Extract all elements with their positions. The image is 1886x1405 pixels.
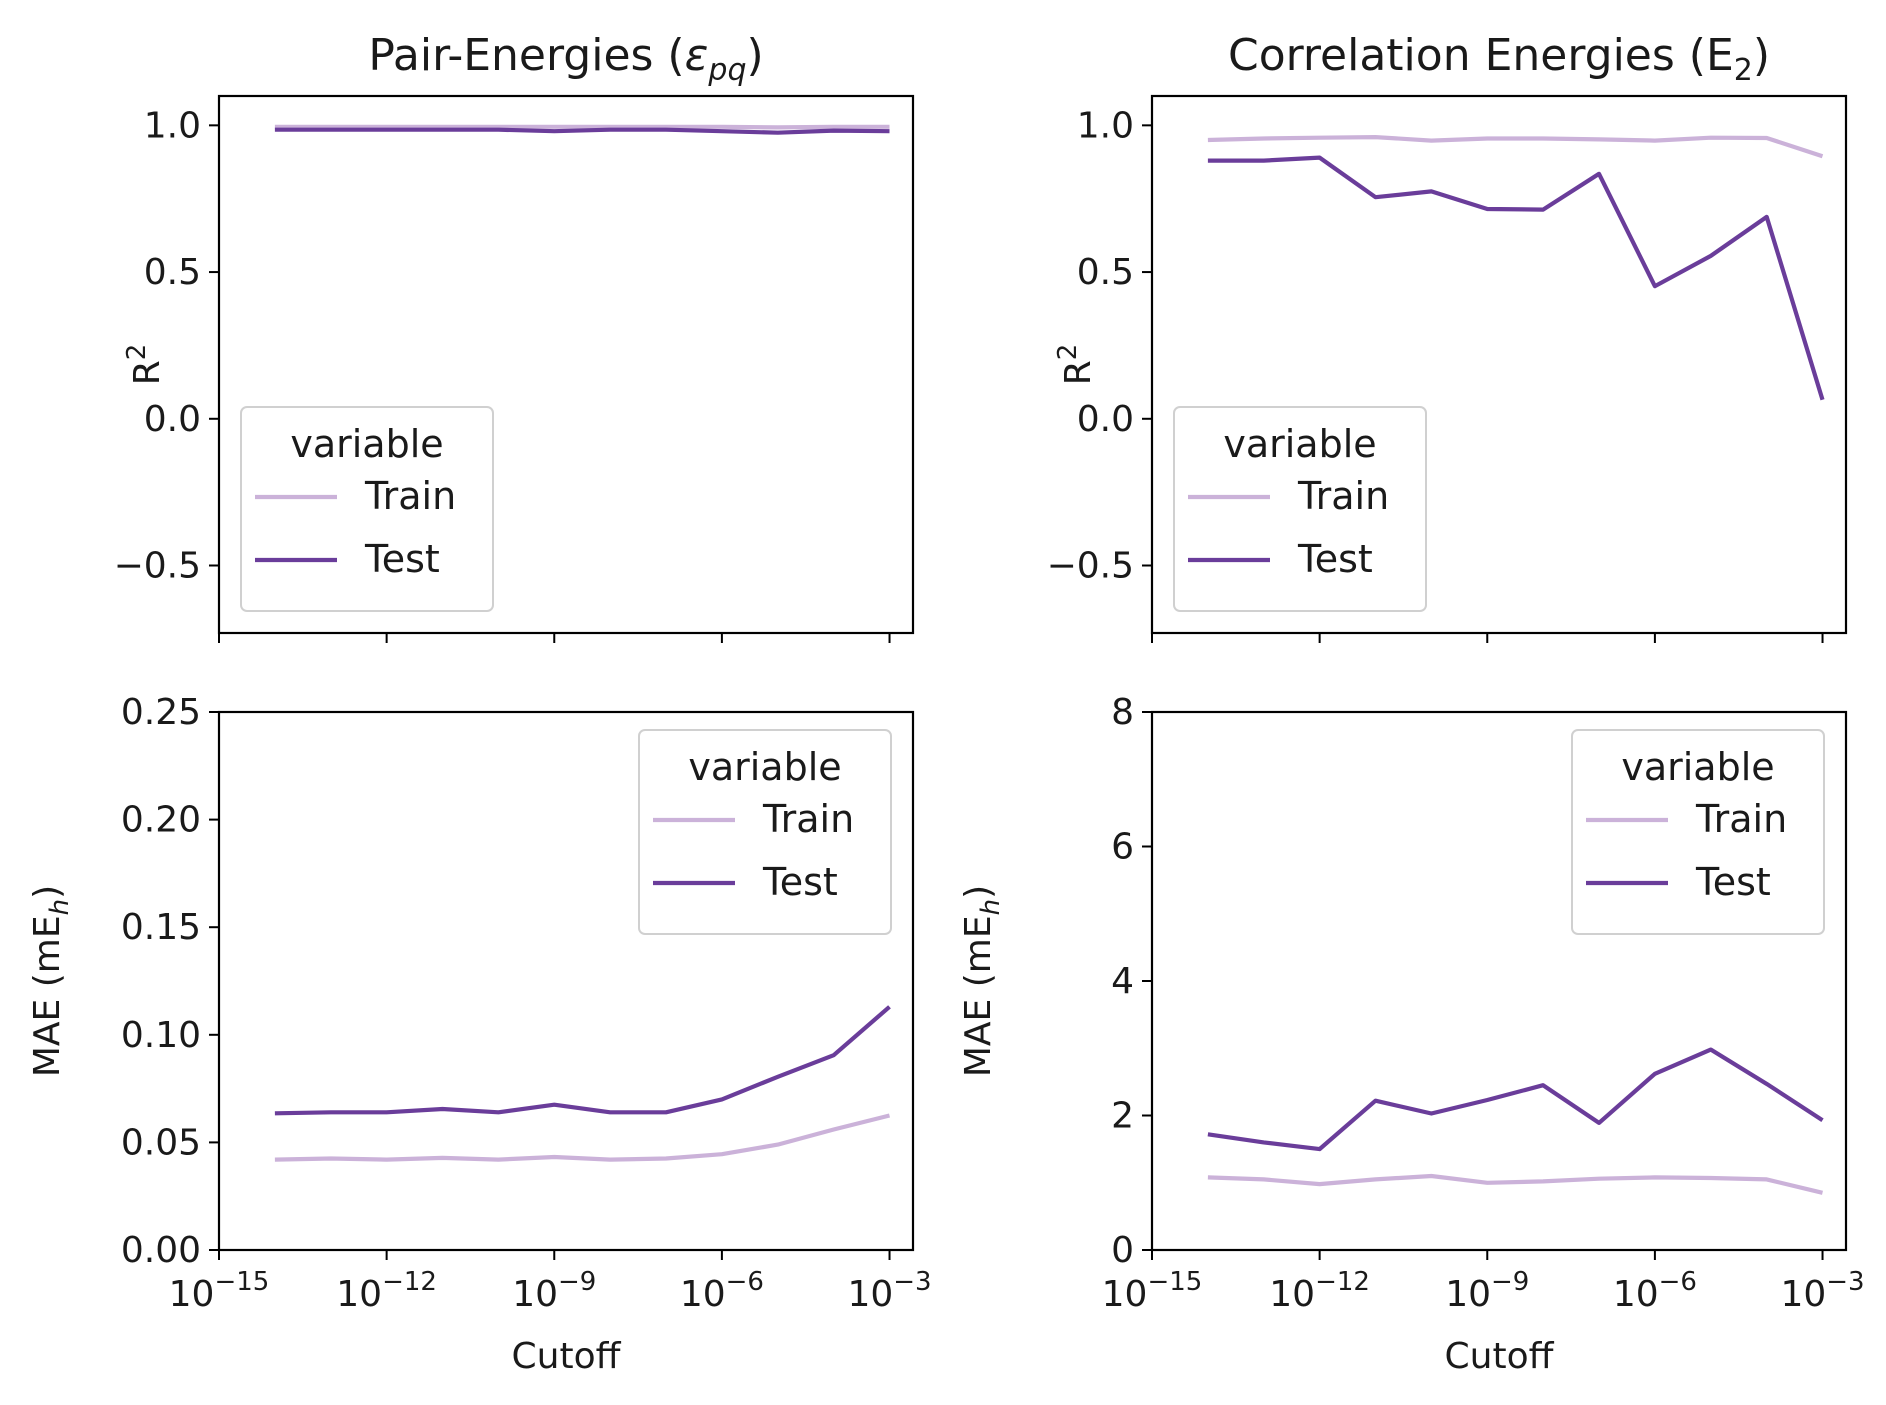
- x-axis-label: Cutoff: [512, 1336, 622, 1377]
- series-line-train: [1207, 1173, 1823, 1195]
- x-tick-label: 10−9: [1445, 1267, 1529, 1315]
- panel-pair-energies-r2: −0.5 0.0 0.5 1.0 Pair-Energies (εpq) R2 variab…: [114, 30, 915, 643]
- legend-title: variable: [1621, 745, 1774, 789]
- y-axis-label: MAE (mEh): [27, 885, 75, 1077]
- axes-frame: [1150, 94, 1848, 635]
- x-tick-label: 10−12: [336, 1267, 437, 1315]
- panel-correlation-energies-r2: −0.5 0.0 0.5 1.0 Correlation Energies (E2) R2…: [1047, 30, 1848, 643]
- legend-title: variable: [290, 422, 443, 466]
- x-tick-label: 10−3: [1780, 1267, 1864, 1315]
- legend-label-test: Test: [364, 537, 440, 581]
- legend: variable Train Test: [638, 729, 892, 935]
- legend: variable Train Test: [1571, 729, 1825, 935]
- axes-frame: [217, 710, 915, 1252]
- x-tick-label: 10−12: [1269, 1267, 1370, 1315]
- series-line-train: [1207, 135, 1824, 159]
- y-axis-label: R2: [1053, 344, 1099, 386]
- legend: variable Train Test: [1173, 406, 1427, 612]
- series-line-test: [1207, 1047, 1824, 1152]
- y-tick-label: 0.5: [144, 252, 201, 293]
- y-tick-label: 2: [1111, 1096, 1134, 1137]
- x-tick-label: 10−9: [512, 1267, 596, 1315]
- y-tick-label: 0: [1111, 1230, 1134, 1271]
- y-tick-label: 0.15: [121, 907, 201, 948]
- y-axis-label: MAE (mEh): [958, 885, 1006, 1077]
- legend-label-test: Test: [1297, 537, 1373, 581]
- x-tick-label: 10−6: [680, 1267, 764, 1315]
- y-tick-label: 1.0: [1077, 105, 1134, 146]
- legend-label-train: Train: [1695, 797, 1787, 841]
- legend-label-test: Test: [762, 860, 838, 904]
- series-line-train: [274, 1113, 891, 1162]
- y-tick-label: 0.0: [144, 399, 201, 440]
- legend-label-test: Test: [1695, 860, 1771, 904]
- y-tick-label: 0.10: [121, 1015, 201, 1056]
- chart-title: Pair-Energies (εpq): [368, 30, 763, 88]
- y-tick-label: 0.00: [121, 1230, 201, 1271]
- x-tick-label: 10−15: [1102, 1267, 1203, 1315]
- y-tick-label: 0.05: [121, 1122, 201, 1163]
- panel-correlation-energies-mae: 0 2 4 6 8 10−15 10−12 10−9 10−6 10−3 MAE (mEh) Cuto…: [958, 692, 1865, 1377]
- x-tick-label: 10−15: [169, 1267, 270, 1315]
- legend: variable Train Test: [240, 406, 494, 612]
- y-tick-label: −0.5: [114, 546, 201, 587]
- panel-pair-energies-mae: 0.00 0.05 0.10 0.15 0.20 0.25 10−15 10−12 10−9 10…: [27, 692, 932, 1377]
- y-tick-label: 0.5: [1077, 252, 1134, 293]
- y-tick-label: 8: [1111, 692, 1134, 733]
- series-line-test: [274, 127, 890, 135]
- x-tick-label: 10−6: [1613, 1267, 1697, 1315]
- legend-label-train: Train: [762, 797, 854, 841]
- y-tick-label: 0.25: [121, 692, 201, 733]
- y-tick-label: 0.0: [1077, 399, 1134, 440]
- legend-label-train: Train: [364, 474, 456, 518]
- series-line-test: [274, 1005, 891, 1116]
- y-tick-label: −0.5: [1047, 546, 1134, 587]
- chart-title: Correlation Energies (E2): [1228, 30, 1770, 88]
- y-tick-label: 4: [1111, 961, 1134, 1002]
- y-tick-label: 1.0: [144, 105, 201, 146]
- legend-title: variable: [1223, 422, 1376, 466]
- legend-title: variable: [688, 745, 841, 789]
- y-tick-label: 0.20: [121, 800, 201, 841]
- legend-label-train: Train: [1297, 474, 1389, 518]
- axes-frame: [217, 94, 915, 635]
- y-tick-label: 6: [1111, 827, 1134, 868]
- series-line-test: [1207, 155, 1825, 401]
- y-axis-label: R2: [122, 344, 168, 386]
- x-tick-label: 10−3: [847, 1267, 931, 1315]
- series-line-train: [274, 124, 890, 130]
- x-axis-label: Cutoff: [1445, 1336, 1555, 1377]
